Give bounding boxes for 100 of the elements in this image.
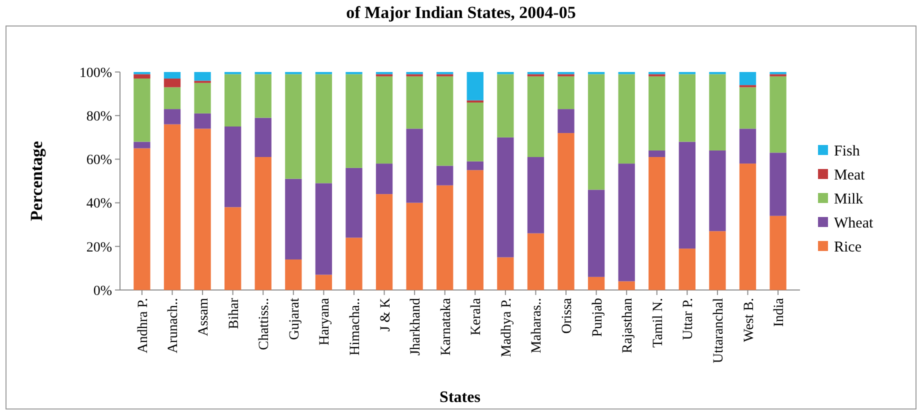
x-tick-label: Madhya P.	[499, 298, 514, 358]
bar	[164, 109, 181, 124]
bar	[466, 102, 484, 162]
bar	[618, 74, 635, 164]
bar	[466, 161, 484, 170]
bar	[739, 87, 756, 129]
bar	[224, 126, 242, 208]
bar	[315, 274, 332, 290]
bar	[134, 78, 150, 142]
x-tick-label: Chattiss..	[257, 298, 272, 350]
bar	[739, 164, 756, 290]
bar	[134, 148, 150, 290]
bar	[466, 100, 484, 103]
bar	[709, 231, 726, 290]
bar	[436, 76, 454, 166]
x-tick-label: Rajasthan	[620, 298, 636, 354]
y-tick-label: 0%	[93, 284, 112, 299]
bar	[194, 113, 211, 129]
bar	[254, 157, 272, 290]
bar	[346, 74, 362, 168]
bar	[497, 257, 514, 290]
y-tick-label: 60%	[86, 153, 112, 168]
bar	[346, 168, 362, 238]
bar	[558, 76, 574, 110]
bar	[254, 118, 272, 158]
bar	[770, 216, 786, 290]
x-tick-label: Bihar	[226, 298, 242, 330]
bar	[558, 133, 574, 290]
legend-label: Wheat	[834, 215, 874, 232]
bar	[678, 142, 696, 249]
bar	[648, 76, 666, 150]
bar	[376, 164, 393, 194]
x-tick-label: Uttaranchal	[711, 298, 726, 364]
bar	[376, 76, 393, 164]
bar	[527, 76, 544, 158]
bar	[285, 74, 302, 179]
x-tick-label: Arunach..	[166, 298, 182, 354]
bar	[588, 276, 605, 290]
bar	[134, 142, 150, 148]
bar	[315, 183, 332, 275]
bar	[194, 72, 211, 81]
x-tick-label: India	[772, 297, 788, 327]
bar	[134, 74, 150, 79]
bar	[527, 233, 544, 290]
bar	[588, 74, 605, 190]
x-tick-label: West B.	[742, 298, 757, 342]
x-tick-label: Gujarat	[287, 298, 302, 340]
x-tick-label: Maharas..	[530, 298, 545, 354]
bar	[618, 281, 635, 290]
bar	[164, 78, 181, 88]
x-tick-label: Himacha..	[348, 298, 363, 356]
bar	[558, 109, 574, 134]
x-tick-label: Jharkhand	[408, 298, 424, 356]
bar	[497, 137, 514, 258]
x-tick-label: Karnataka	[438, 297, 454, 356]
bar	[618, 164, 635, 282]
bar	[254, 74, 272, 118]
chart-title: of Major Indian States, 2004-05	[346, 3, 576, 22]
bar	[678, 74, 696, 142]
x-tick-label: Punjab	[590, 298, 606, 337]
bar	[709, 74, 726, 150]
y-axis-title: Percentage	[27, 140, 46, 221]
legend-label: Fish	[834, 143, 860, 160]
x-tick-label: Tamil N.	[650, 298, 666, 348]
bar	[497, 74, 514, 138]
y-tick-label: 100%	[79, 66, 112, 81]
bar	[709, 150, 726, 232]
bar	[406, 128, 423, 203]
x-tick-label: Kerala	[469, 297, 484, 336]
bar	[376, 194, 393, 290]
bar	[588, 190, 605, 277]
bar	[527, 157, 544, 234]
x-tick-label: Haryana	[318, 297, 333, 346]
legend-label: Meat	[834, 167, 866, 184]
x-tick-label: Assam	[196, 298, 212, 336]
y-tick-label: 80%	[86, 110, 112, 124]
bar	[164, 72, 181, 79]
x-tick-label: Andhra P.	[136, 298, 151, 354]
bar	[466, 72, 484, 100]
bar	[224, 74, 242, 126]
bar	[224, 207, 242, 290]
bar	[164, 124, 181, 290]
bar	[164, 87, 181, 110]
bar	[648, 150, 666, 158]
bar	[194, 128, 211, 290]
legend-label: Rice	[834, 239, 862, 256]
x-tick-label: Uttar P.	[681, 298, 696, 340]
bar	[194, 82, 211, 114]
bar	[770, 152, 786, 216]
bar	[436, 166, 454, 186]
y-tick-label: 40%	[86, 196, 112, 212]
bar	[770, 76, 786, 153]
bar	[285, 259, 302, 290]
bar	[406, 202, 423, 290]
x-tick-label: J & K	[378, 298, 394, 332]
bar	[285, 178, 302, 260]
bar	[346, 238, 362, 290]
bar	[739, 128, 756, 164]
y-tick-label: 20%	[86, 240, 112, 256]
x-tick-label: Orissa	[560, 297, 576, 334]
